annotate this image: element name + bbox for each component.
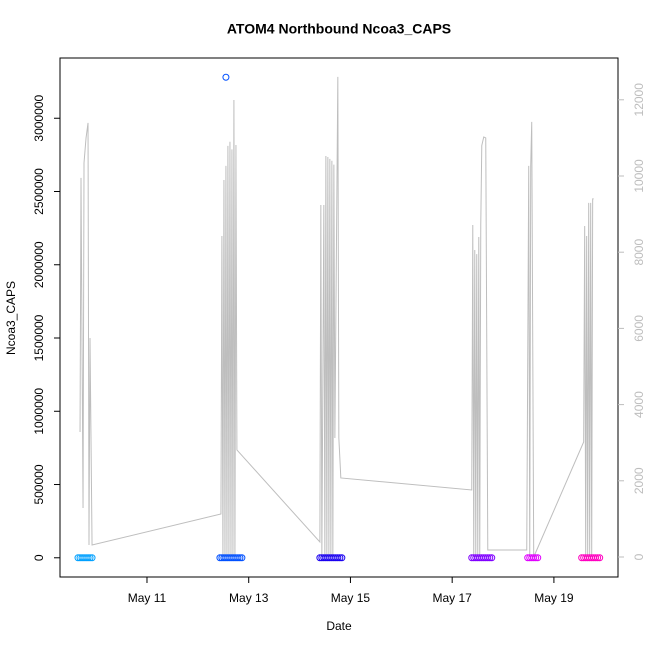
y-tick-label: 3000000	[32, 95, 46, 142]
y-tick-label: 2000000	[32, 241, 46, 288]
x-tick-label: May 11	[128, 591, 167, 605]
data-point	[594, 554, 602, 562]
data-point	[222, 73, 230, 81]
x-tick-label: May 19	[534, 591, 574, 605]
plot-frame	[59, 57, 619, 578]
data-point	[488, 554, 496, 562]
y2-tick-label: 8000	[632, 239, 646, 266]
data-line	[79, 76, 594, 558]
data-point	[530, 554, 538, 562]
data-point	[238, 554, 246, 562]
data-point	[88, 554, 96, 562]
y2-tick-label: 0	[632, 553, 646, 560]
data-point	[486, 554, 494, 562]
data-point	[534, 554, 542, 562]
data-point	[334, 554, 342, 562]
x-axis-title: Date	[326, 619, 352, 633]
data-point	[592, 554, 600, 562]
y2-tick-label: 10000	[632, 159, 646, 193]
x-tick-label: May 15	[331, 591, 371, 605]
data-point	[86, 554, 94, 562]
data-point	[484, 554, 492, 562]
data-point	[336, 554, 344, 562]
y-tick-label: 1500000	[32, 314, 46, 361]
y-tick-label: 1000000	[32, 388, 46, 435]
y-tick-label: 0	[32, 554, 46, 561]
x-tick-label: May 13	[229, 591, 269, 605]
x-tick-label: May 17	[432, 591, 472, 605]
data-point	[338, 554, 346, 562]
y-axis-title: Ncoa3_CAPS	[4, 281, 18, 355]
data-point	[532, 554, 540, 562]
y-tick-label: 500000	[32, 464, 46, 504]
data-point	[236, 554, 244, 562]
y2-tick-label: 4000	[632, 391, 646, 418]
data-point	[84, 554, 92, 562]
y2-tick-label: 2000	[632, 467, 646, 494]
chart-title: ATOM4 Northbound Ncoa3_CAPS	[227, 21, 451, 37]
y-tick-label: 2500000	[32, 168, 46, 215]
data-point	[234, 554, 242, 562]
data-point	[596, 554, 604, 562]
y2-tick-label: 6000	[632, 315, 646, 342]
y2-tick-label: 12000	[632, 83, 646, 117]
